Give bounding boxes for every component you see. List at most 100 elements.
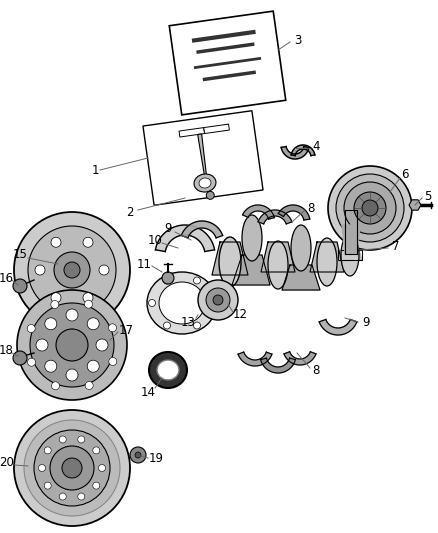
Polygon shape [310,242,344,272]
Text: 14: 14 [141,386,155,400]
Circle shape [54,252,90,288]
Text: 7: 7 [392,240,400,254]
Ellipse shape [157,360,179,380]
Circle shape [93,482,100,489]
Text: 4: 4 [312,141,320,154]
Text: 20: 20 [0,456,14,470]
Circle shape [78,436,85,443]
Text: 13: 13 [180,316,195,328]
Circle shape [99,265,109,275]
Polygon shape [261,242,295,272]
Ellipse shape [317,238,337,286]
Text: 17: 17 [119,324,134,336]
Circle shape [135,452,141,458]
Circle shape [39,464,46,472]
Circle shape [163,277,170,284]
Text: 9: 9 [362,317,370,329]
Polygon shape [243,205,275,219]
Text: 9: 9 [164,222,172,236]
Ellipse shape [159,282,205,324]
Text: 2: 2 [126,206,134,219]
Circle shape [78,493,85,500]
Circle shape [83,293,93,303]
Circle shape [93,447,100,454]
Polygon shape [143,111,263,205]
Circle shape [344,182,396,234]
Circle shape [130,447,146,463]
Polygon shape [278,205,310,220]
Circle shape [17,290,127,400]
Ellipse shape [149,352,187,388]
Circle shape [13,279,27,293]
Circle shape [206,191,214,199]
Polygon shape [238,352,272,366]
Polygon shape [282,265,320,290]
Polygon shape [204,124,230,134]
Polygon shape [169,11,286,115]
Circle shape [59,493,66,500]
Polygon shape [181,221,223,238]
Polygon shape [155,225,215,252]
Polygon shape [281,147,309,159]
Circle shape [87,360,99,372]
Text: 8: 8 [312,364,320,376]
Polygon shape [342,225,360,254]
Circle shape [198,280,238,320]
Polygon shape [198,134,206,176]
Circle shape [27,325,35,333]
Ellipse shape [147,272,217,334]
Circle shape [62,458,82,478]
Text: 5: 5 [424,190,432,203]
Circle shape [51,293,61,303]
Ellipse shape [268,241,288,289]
Ellipse shape [242,215,262,261]
Circle shape [213,295,223,305]
Text: 19: 19 [148,451,163,464]
Ellipse shape [219,237,241,287]
Circle shape [194,322,201,329]
Circle shape [52,382,60,390]
Circle shape [96,339,108,351]
Circle shape [28,358,35,366]
Circle shape [56,329,88,361]
Ellipse shape [291,225,311,271]
Text: 1: 1 [91,164,99,176]
Ellipse shape [194,174,216,192]
Circle shape [59,436,66,443]
Circle shape [85,382,93,390]
Polygon shape [261,358,295,373]
Circle shape [30,303,114,387]
Polygon shape [232,255,270,285]
Circle shape [44,482,51,489]
Circle shape [194,277,201,284]
Circle shape [51,237,61,247]
Circle shape [14,212,130,328]
Circle shape [109,358,117,366]
Circle shape [45,360,57,372]
Text: 12: 12 [233,309,247,321]
Polygon shape [284,352,316,365]
Ellipse shape [199,178,211,188]
Circle shape [354,192,386,224]
Text: 15: 15 [13,248,28,262]
Polygon shape [179,127,205,137]
Circle shape [13,351,27,365]
Circle shape [28,226,116,314]
Circle shape [35,265,45,275]
Polygon shape [212,242,248,275]
Circle shape [87,318,99,330]
Ellipse shape [341,234,359,276]
Circle shape [328,166,412,250]
Circle shape [66,369,78,381]
Circle shape [34,430,110,506]
Polygon shape [291,145,315,156]
Polygon shape [338,250,362,260]
Circle shape [51,301,59,309]
Circle shape [85,300,92,308]
Polygon shape [258,210,292,224]
Circle shape [148,300,155,306]
Circle shape [45,318,57,330]
Text: 3: 3 [294,34,302,46]
Circle shape [206,288,230,312]
Circle shape [83,237,93,247]
